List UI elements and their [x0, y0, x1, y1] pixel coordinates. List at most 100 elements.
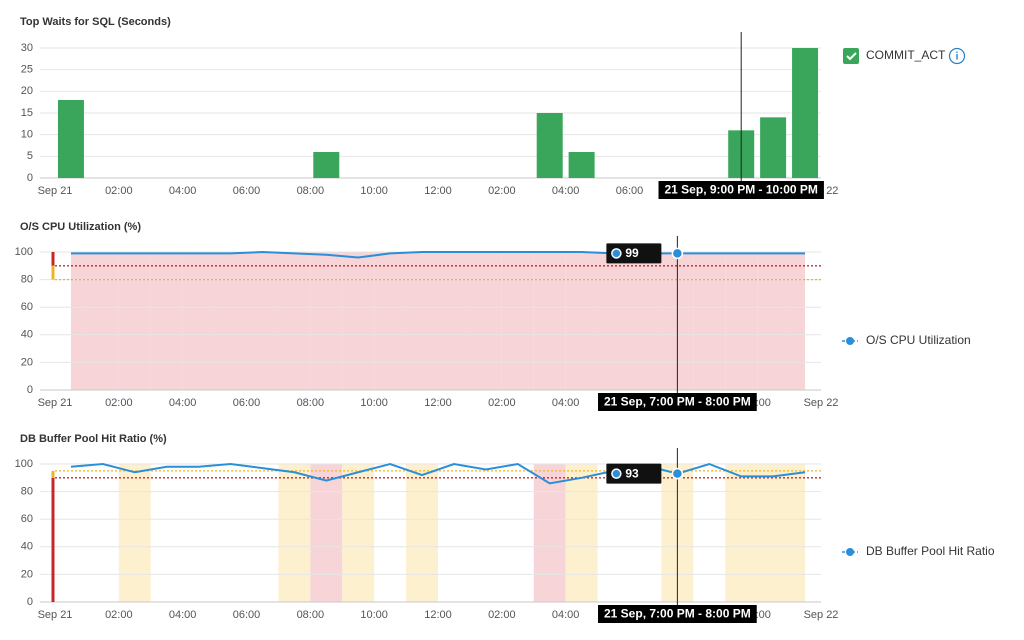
y-tick-label: 30 — [21, 42, 33, 54]
threshold-band — [150, 252, 183, 390]
x-tick-label: 12:00 — [424, 185, 452, 197]
bar — [792, 48, 819, 178]
y-tick-label: 80 — [21, 486, 33, 498]
bar — [536, 113, 563, 178]
x-tick-label: 06:00 — [233, 609, 261, 621]
y-tick-label: 0 — [27, 384, 33, 396]
y-tick-label: 10 — [21, 129, 33, 141]
time-tooltip-label: 21 Sep, 7:00 PM - 8:00 PM — [604, 607, 751, 621]
threshold-band — [118, 464, 151, 602]
y-tick-label: 60 — [21, 513, 33, 525]
value-tooltip-label: 99 — [625, 246, 639, 260]
chart-title: Top Waits for SQL (Seconds) — [20, 16, 171, 28]
threshold-band — [725, 252, 758, 390]
info-icon[interactable] — [948, 47, 966, 65]
x-tick-label: 02:00 — [105, 185, 133, 197]
threshold-band — [438, 252, 470, 390]
threshold-band — [86, 252, 119, 390]
critical-zone — [51, 252, 55, 266]
threshold-band — [278, 252, 311, 390]
y-tick-label: 20 — [21, 568, 33, 580]
threshold-band — [342, 252, 375, 390]
threshold-band — [70, 252, 87, 390]
y-tick-label: 40 — [21, 329, 33, 341]
threshold-band — [789, 464, 806, 602]
y-tick-label: 20 — [21, 356, 33, 368]
x-tick-label: 06:00 — [233, 185, 261, 197]
threshold-band — [533, 252, 566, 390]
threshold-band — [278, 464, 311, 602]
y-tick-label: 100 — [15, 458, 33, 470]
time-tooltip-box — [598, 605, 757, 623]
threshold-band — [789, 252, 806, 390]
legend-checkbox[interactable] — [843, 48, 859, 64]
threshold-band — [246, 252, 279, 390]
threshold-band — [374, 252, 407, 390]
x-tick-label: 10:00 — [360, 185, 388, 197]
x-tick-label: Sep 22 — [804, 609, 839, 621]
x-tick-label: 06:00 — [233, 397, 261, 409]
threshold-band — [118, 252, 151, 390]
legend-label[interactable]: COMMIT_ACT — [866, 48, 946, 62]
chart-title: DB Buffer Pool Hit Ratio (%) — [20, 433, 167, 445]
value-tooltip-box — [606, 243, 662, 264]
x-tick-label: 02:00 — [105, 397, 133, 409]
y-tick-label: 5 — [27, 150, 33, 162]
threshold-band — [406, 464, 438, 602]
x-tick-label: 04:00 — [552, 397, 580, 409]
threshold-band — [469, 252, 502, 390]
x-tick-label: 08:00 — [297, 609, 325, 621]
threshold-band — [310, 464, 343, 602]
legend-dot — [846, 548, 854, 556]
value-tooltip-dot — [611, 468, 622, 479]
time-tooltip-label: 21 Sep, 9:00 PM - 10:00 PM — [665, 183, 818, 197]
x-tick-label: 10:00 — [360, 609, 388, 621]
x-tick-label: 04:00 — [169, 609, 197, 621]
threshold-band — [533, 464, 566, 602]
legend-dot — [846, 337, 854, 345]
y-tick-label: 20 — [21, 85, 33, 97]
x-tick-label: 04:00 — [552, 609, 580, 621]
threshold-band — [310, 252, 343, 390]
x-tick-label: 02:00 — [105, 609, 133, 621]
legend-label[interactable]: O/S CPU Utilization — [866, 333, 971, 347]
y-tick-label: 0 — [27, 596, 33, 608]
warning-zone — [51, 470, 55, 478]
x-tick-label: 02:00 — [488, 609, 516, 621]
legend-label[interactable]: DB Buffer Pool Hit Ratio — [866, 544, 995, 558]
bar — [760, 117, 787, 178]
time-tooltip-box — [658, 181, 824, 199]
x-tick-label: 04:00 — [552, 185, 580, 197]
y-tick-label: 15 — [21, 107, 33, 119]
x-tick-label: 08:00 — [297, 185, 325, 197]
threshold-band — [342, 464, 375, 602]
y-tick-label: 40 — [21, 541, 33, 553]
bar — [313, 152, 340, 178]
threshold-band — [214, 252, 247, 390]
y-tick-label: 80 — [21, 274, 33, 286]
y-tick-label: 25 — [21, 64, 33, 76]
hover-point — [671, 247, 684, 260]
x-tick-label: Sep 21 — [38, 185, 73, 197]
threshold-band — [725, 464, 758, 602]
threshold-band — [757, 252, 790, 390]
threshold-band — [182, 252, 215, 390]
x-tick-label: Sep 22 — [804, 397, 839, 409]
threshold-band — [565, 252, 598, 390]
critical-zone — [51, 477, 55, 602]
value-tooltip-dot — [611, 248, 622, 259]
bar — [568, 152, 595, 178]
x-tick-label: 02:00 — [488, 185, 516, 197]
time-tooltip-box — [598, 393, 757, 411]
threshold-band — [597, 252, 630, 390]
x-tick-label: Sep 21 — [38, 397, 73, 409]
x-tick-label: 06:00 — [616, 185, 644, 197]
x-tick-label: 10:00 — [360, 397, 388, 409]
value-tooltip-box — [606, 463, 662, 484]
threshold-band — [757, 464, 790, 602]
x-tick-label: 04:00 — [169, 397, 197, 409]
x-tick-label: 12:00 — [424, 397, 452, 409]
hover-point — [671, 467, 684, 480]
